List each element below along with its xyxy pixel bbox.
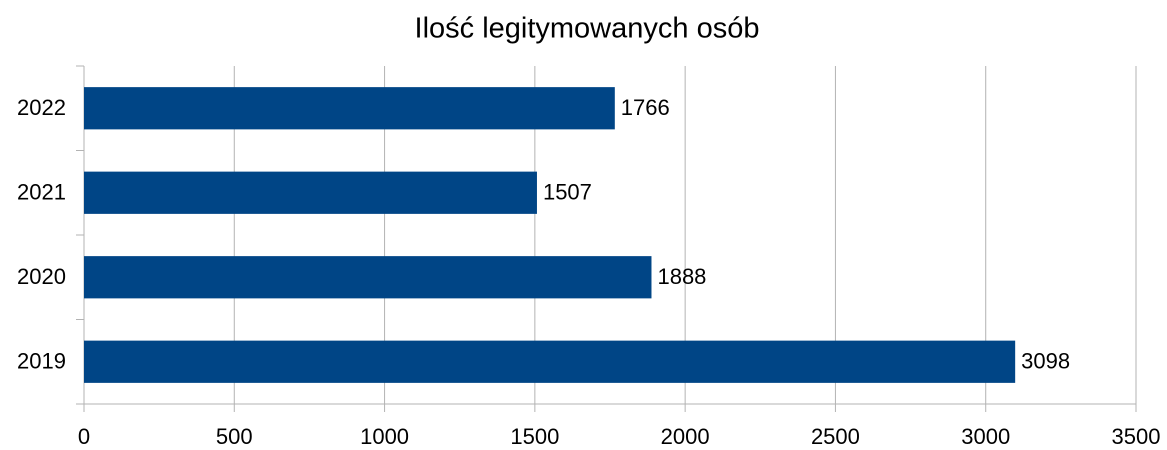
- y-tick-label: 2019: [17, 349, 66, 374]
- y-tick-label: 2022: [17, 95, 66, 120]
- chart-title: Ilość legitymowanych osób: [415, 13, 760, 45]
- data-label: 1507: [543, 180, 592, 205]
- x-tick-label: 1000: [360, 424, 409, 449]
- y-tick-label: 2020: [17, 264, 66, 289]
- bar: [84, 256, 652, 299]
- data-label: 3098: [1021, 349, 1070, 374]
- y-tick-label: 2021: [17, 180, 66, 205]
- x-tick-label: 500: [216, 424, 253, 449]
- x-tick-label: 3000: [961, 424, 1010, 449]
- x-tick-label: 2000: [661, 424, 710, 449]
- x-tick-label: 1500: [510, 424, 559, 449]
- x-tick-label: 3500: [1112, 424, 1161, 449]
- bar: [84, 340, 1016, 383]
- data-label: 1766: [621, 95, 670, 120]
- bar: [84, 171, 537, 214]
- x-tick-label: 2500: [811, 424, 860, 449]
- data-label: 1888: [657, 264, 706, 289]
- x-tick-label: 0: [78, 424, 90, 449]
- bar: [84, 87, 615, 130]
